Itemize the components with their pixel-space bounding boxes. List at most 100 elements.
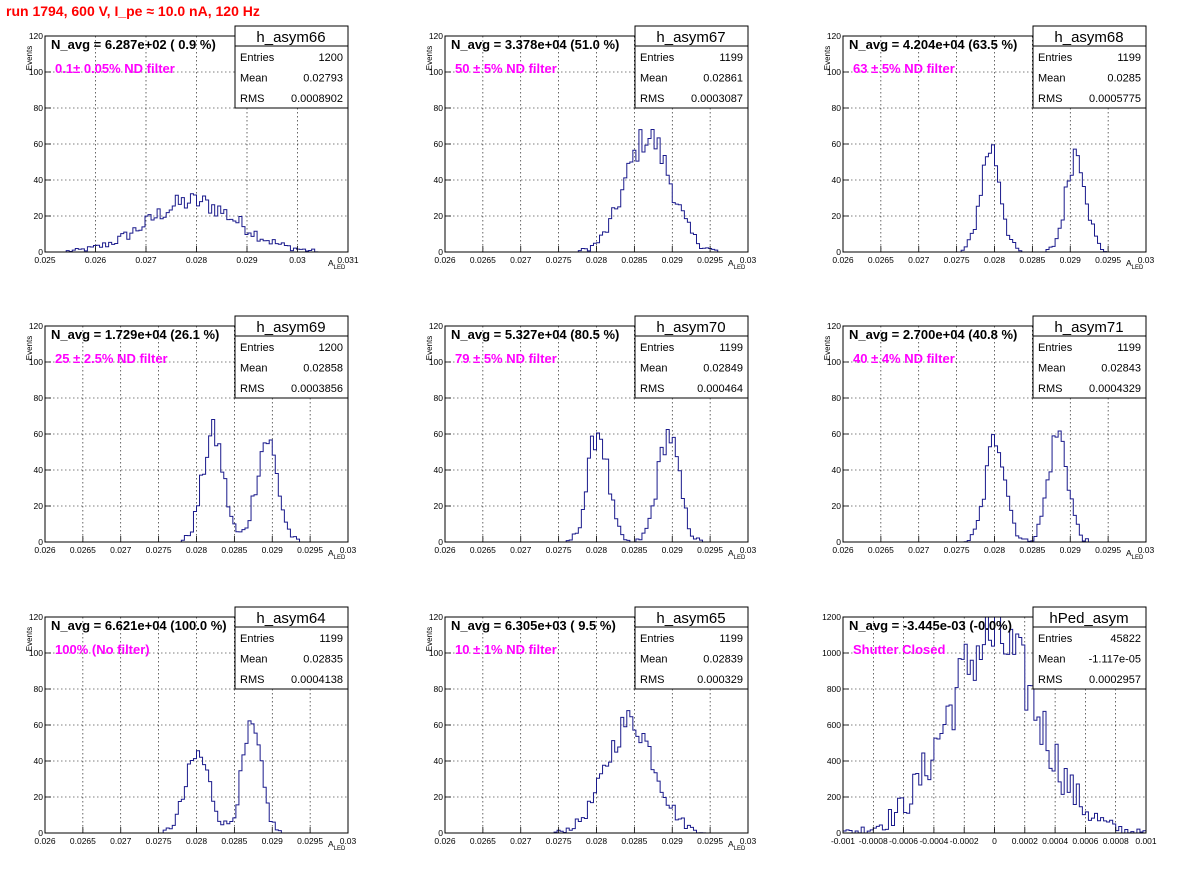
histogram-name: h_asym69	[256, 319, 325, 336]
stats-value: 0.0008902	[291, 93, 343, 105]
x-tick-label: 0.0295	[1095, 545, 1121, 555]
x-axis-label-subscript: LED	[734, 555, 746, 561]
y-tick-label: 60	[34, 429, 44, 439]
x-tick-label: 0.0295	[697, 545, 723, 555]
pad-h_asym68: 0.026 0.0265 0.027 0.0275 0.028 0.0285 0.029 0.…	[823, 25, 1155, 271]
x-axis-label-subscript: LED	[1132, 265, 1144, 271]
stats-key: Mean	[240, 73, 268, 85]
y-tick-label: 20	[434, 792, 444, 802]
histogram-line-h_asym70	[445, 428, 748, 543]
pad-h_asym71: 0.026 0.0265 0.027 0.0275 0.028 0.0285 0.029 0.…	[823, 315, 1155, 561]
pad-h_asym65: 0.026 0.0265 0.027 0.0275 0.028 0.0285 0.029 0.…	[425, 606, 757, 852]
y-tick-label: 60	[434, 429, 444, 439]
stats-key: Entries	[640, 633, 675, 645]
x-tick-label: 0.028	[186, 545, 208, 555]
y-tick-label: 0	[438, 247, 443, 257]
x-axis-label-subscript: LED	[334, 555, 346, 561]
stats-key: Entries	[1038, 342, 1073, 354]
x-tick-label: 0.0295	[297, 545, 323, 555]
x-tick-label: 0.028	[186, 836, 208, 846]
stats-box	[234, 25, 349, 109]
x-tick-label: 0.0285	[221, 836, 247, 846]
y-tick-label: 80	[832, 393, 842, 403]
stats-value: 0.02793	[303, 73, 343, 85]
stats-value: 0.0005775	[1089, 93, 1141, 105]
histogram-name: h_asym67	[656, 29, 725, 46]
y-tick-label: 60	[34, 720, 44, 730]
navg-label: N_avg = 1.729e+04 (26.1 %)	[51, 327, 219, 342]
x-tick-label: 0.029	[236, 255, 258, 265]
x-tick-label: 0.0265	[470, 836, 496, 846]
stats-key: RMS	[240, 383, 264, 395]
y-tick-label: 20	[832, 501, 842, 511]
navg-label: N_avg = 2.700e+04 (40.8 %)	[849, 327, 1017, 342]
y-tick-label: 100	[429, 357, 443, 367]
filter-label: 50 ± 5% ND filter	[455, 61, 557, 76]
y-tick-label: 100	[29, 357, 43, 367]
stats-value: 1199	[1117, 342, 1141, 354]
stats-key: Mean	[640, 654, 668, 666]
stats-key: Mean	[1038, 654, 1066, 666]
histogram-name: h_asym64	[256, 610, 325, 627]
y-tick-label: 80	[434, 684, 444, 694]
stats-key: RMS	[240, 93, 264, 105]
y-axis-label: Events	[25, 627, 34, 651]
x-tick-label: 0.0275	[146, 545, 172, 555]
x-tick-label: 0.03	[340, 545, 357, 555]
x-tick-label: 0.0285	[1019, 545, 1045, 555]
y-tick-label: 80	[34, 103, 44, 113]
navg-label: N_avg = -3.445e-03 (-0.0%)	[849, 618, 1012, 633]
x-tick-label: 0.0275	[546, 545, 572, 555]
x-tick-label: 0.0285	[621, 545, 647, 555]
stats-key: Mean	[1038, 73, 1066, 85]
filter-label: 0.1± 0.05% ND filter	[55, 61, 175, 76]
y-tick-label: 80	[34, 684, 44, 694]
x-tick-label: 0.029	[1060, 545, 1082, 555]
x-tick-label: 0.029	[262, 836, 284, 846]
stats-value: 0.0003087	[691, 93, 743, 105]
navg-label: N_avg = 6.621e+04 (100.0 %)	[51, 618, 227, 633]
stats-key: Entries	[640, 52, 675, 64]
stats-value: 0.0285	[1107, 73, 1141, 85]
x-tick-label: 0.026	[34, 836, 56, 846]
stats-key: Entries	[240, 633, 275, 645]
stats-key: Entries	[640, 342, 675, 354]
y-tick-label: 40	[832, 175, 842, 185]
histogram-name: h_asym65	[656, 610, 725, 627]
stats-key: Entries	[240, 52, 275, 64]
x-tick-label: -0.001	[831, 836, 855, 846]
y-axis-label: Events	[823, 46, 832, 70]
navg-label: N_avg = 5.327e+04 (80.5 %)	[451, 327, 619, 342]
x-tick-label: 0.0265	[470, 255, 496, 265]
stats-key: Mean	[240, 654, 268, 666]
stats-value: 1199	[1117, 52, 1141, 64]
x-tick-label: 0.0265	[868, 545, 894, 555]
x-tick-label: 0.027	[908, 255, 930, 265]
y-tick-label: 100	[827, 67, 841, 77]
x-tick-label: 0.028	[586, 255, 608, 265]
histogram-line-h_asym69	[45, 418, 348, 543]
stats-key: Mean	[1038, 363, 1066, 375]
histogram-name: h_asym68	[1054, 29, 1123, 46]
stats-key: RMS	[240, 674, 264, 686]
stats-key: RMS	[1038, 674, 1062, 686]
x-tick-label: 0.0285	[1019, 255, 1045, 265]
y-tick-label: 120	[29, 321, 43, 331]
stats-key: Mean	[640, 73, 668, 85]
x-tick-label: 0.0295	[297, 836, 323, 846]
x-tick-label: 0.001	[1135, 836, 1157, 846]
y-tick-label: 120	[429, 31, 443, 41]
stats-box	[634, 315, 749, 399]
x-axis-label-subscript: LED	[334, 846, 346, 852]
x-tick-label: 0.029	[662, 836, 684, 846]
y-tick-label: 0	[438, 828, 443, 838]
pad-h_asym70: 0.026 0.0265 0.027 0.0275 0.028 0.0285 0.029 0.…	[425, 315, 757, 561]
stats-value: 1200	[319, 342, 343, 354]
x-tick-label: 0.027	[510, 255, 532, 265]
histogram-line-h_asym65	[445, 710, 748, 834]
y-tick-label: 120	[429, 321, 443, 331]
x-tick-label: 0.026	[34, 545, 56, 555]
x-tick-label: 0.027	[110, 836, 132, 846]
filter-label: 100% (No filter)	[55, 642, 150, 657]
